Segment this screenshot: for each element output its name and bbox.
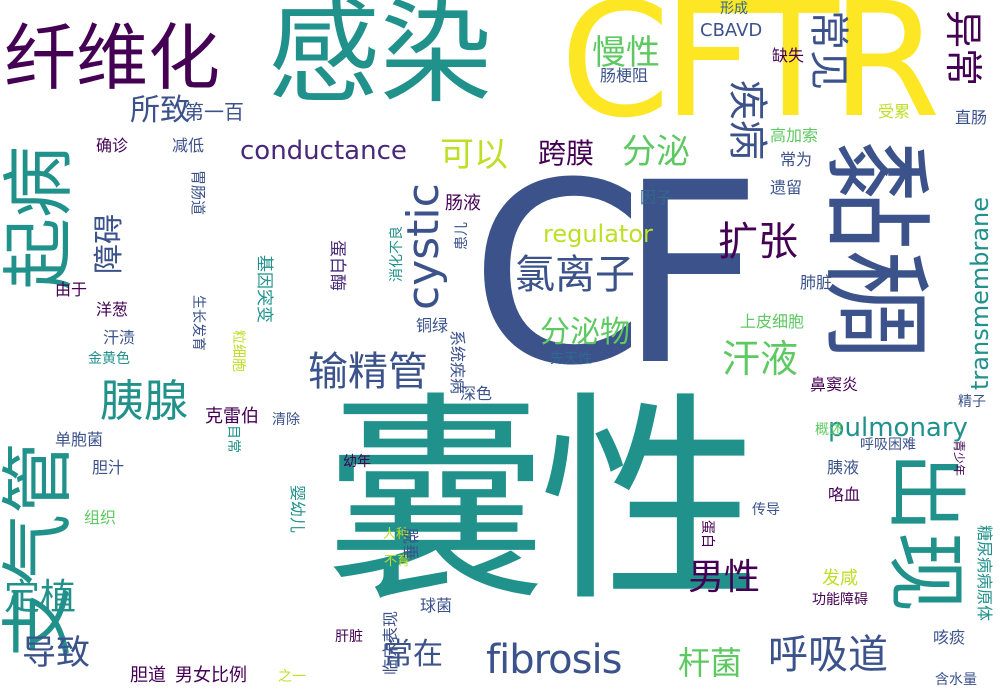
word: 感染 — [268, 0, 492, 119]
word: 目常 — [225, 425, 241, 453]
word: 杆菌 — [678, 644, 743, 682]
word: 障碍 — [92, 214, 127, 274]
word: 常为 — [780, 150, 813, 169]
word: 洋葱 — [96, 300, 129, 319]
word: 之一 — [278, 669, 306, 685]
word: 可以 — [440, 135, 508, 175]
word: 蛋白酶 — [327, 240, 347, 291]
word: 发咸 — [822, 568, 858, 589]
word: 含水量 — [935, 672, 977, 688]
word: 咳痰 — [933, 628, 966, 647]
word: 跨膜 — [538, 137, 595, 170]
word: 消化不良 — [389, 226, 405, 282]
word: 幼年 — [343, 454, 371, 470]
word: 胃肠道 — [189, 170, 207, 216]
word: 传导 — [752, 502, 780, 518]
word: 上皮细胞 — [740, 312, 805, 331]
word: 第一百 — [184, 100, 244, 124]
word: 直肠 — [955, 108, 988, 127]
word: 生长发育 — [190, 295, 206, 351]
word: 肠液 — [445, 193, 481, 214]
word: CFTR — [560, 0, 941, 153]
word: 球菌 — [420, 596, 453, 615]
word: 功能障碍 — [812, 592, 868, 608]
word: conductance — [240, 136, 407, 166]
word: 高加索 — [770, 126, 819, 145]
word: 青少年 — [952, 440, 966, 477]
word: fibrosis — [486, 637, 622, 683]
word: 汗液 — [722, 337, 799, 381]
word: 临床表现 — [381, 610, 400, 675]
word: 胆道 — [130, 665, 166, 686]
word: 胰腺 — [100, 376, 188, 427]
word: 呼吸困难 — [860, 437, 916, 453]
word: 遗留 — [770, 178, 803, 197]
word: 因子 — [640, 188, 673, 207]
word: 基因突变 — [254, 255, 274, 323]
word: 粒细胞 — [230, 330, 246, 372]
word: 导致 — [22, 633, 90, 673]
word: 不育 — [384, 554, 411, 569]
word: 汗渍 — [103, 328, 136, 347]
word: 囊性 — [325, 374, 761, 632]
word: 分泌 — [622, 132, 690, 172]
word: 人种 — [383, 527, 410, 542]
word: 减低 — [172, 136, 205, 155]
word: transmembrane — [966, 196, 994, 390]
word: 纤维化 — [4, 16, 221, 100]
word: 常在 — [383, 637, 443, 672]
word: 男性 — [688, 557, 761, 598]
word: 胆汁 — [92, 458, 125, 477]
word: 异常 — [941, 10, 985, 87]
word: 分泌物 — [540, 315, 630, 350]
word: 疾病 — [724, 80, 770, 160]
word: 肠梗阻 — [600, 66, 649, 85]
word: 咯血 — [828, 485, 861, 504]
word: 精子 — [958, 394, 986, 410]
word: 系统疾病 — [448, 330, 467, 395]
word: 组织 — [84, 508, 117, 527]
word: 肝脏 — [335, 629, 363, 645]
word: 糖尿病病原体 — [975, 525, 994, 622]
word: 起病 — [0, 145, 81, 290]
word: 形成 — [720, 1, 748, 17]
word: 鼻窦炎 — [810, 375, 859, 394]
word: 患儿 — [454, 222, 470, 250]
word: 所致 — [130, 93, 190, 128]
word: pulmonary — [828, 413, 968, 443]
word: 肺脏 — [800, 273, 833, 292]
word: 缺失 — [772, 46, 805, 65]
word: regulator — [543, 220, 653, 248]
word: 氯离子 — [515, 252, 635, 298]
word: 扩张 — [718, 219, 798, 265]
word: 婴幼儿 — [288, 485, 307, 534]
word: 清除 — [272, 412, 300, 428]
word: 支气管 — [0, 441, 80, 658]
word: 输精管 — [308, 349, 428, 395]
word: 概述 — [815, 422, 843, 438]
word: 由于 — [55, 280, 88, 299]
word: 呼吸道 — [768, 632, 888, 678]
word: 黏稠 — [811, 140, 939, 360]
word: 确诊 — [96, 136, 129, 155]
word: 蛋白 — [699, 520, 715, 548]
word: 铜绿 — [416, 316, 449, 335]
word: 男女比例 — [175, 665, 247, 686]
word: 克雷伯 — [205, 406, 259, 427]
word: 深色 — [460, 384, 493, 403]
word: cystic — [398, 183, 449, 310]
word: 受累 — [878, 102, 911, 121]
word: CBAVD — [700, 20, 763, 41]
word: 慢性 — [592, 33, 660, 73]
word: CF — [470, 129, 762, 420]
word: 单胞菌 — [55, 430, 104, 449]
word: 金黄色 — [88, 351, 130, 367]
word: 常见 — [805, 10, 851, 90]
word: 先天性 — [550, 351, 592, 367]
word: 胰液 — [827, 458, 860, 477]
word: 脱垂 — [401, 528, 420, 561]
word: 定植 — [4, 577, 77, 618]
